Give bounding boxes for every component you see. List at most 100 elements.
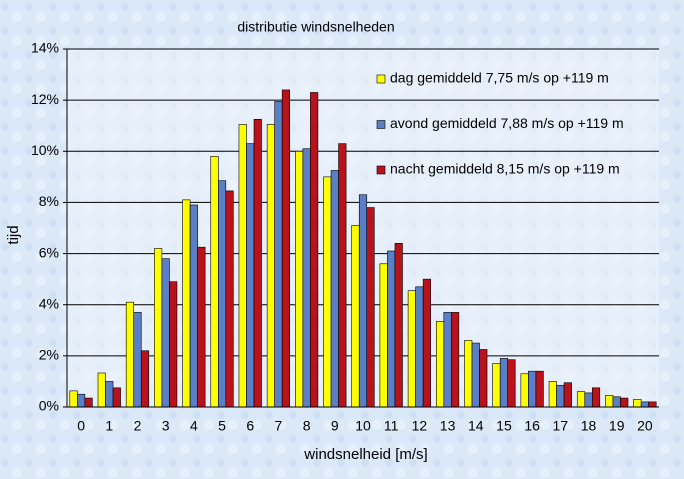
bar [407,290,416,408]
x-tick-label: 13 [440,418,456,434]
x-tick-label: 2 [134,418,142,434]
bar [97,372,106,408]
bar [464,340,473,408]
x-tick-label: 12 [412,418,428,434]
x-tick-label: 16 [524,418,540,434]
y-tick-label: 14% [31,40,59,56]
x-tick-label: 8 [303,418,311,434]
bar [591,387,601,408]
bar [133,312,142,408]
x-tick-label: 15 [496,418,512,434]
y-tick-label: 6% [39,244,59,260]
bar [443,312,452,408]
legend-label: dag gemiddeld 7,75 m/s op +119 m [390,70,609,86]
bar [281,89,291,408]
x-tick-label: 20 [637,418,653,434]
bar [633,399,642,408]
x-tick-label: 0 [77,418,85,434]
legend-swatch [376,74,386,84]
chart-title: distributie windsnelheden [237,19,394,35]
bar [499,358,509,408]
x-tick-label: 14 [468,418,484,434]
bar [338,143,347,408]
y-tick-label: 8% [39,193,59,209]
y-tick-label: 12% [31,91,59,107]
bar [246,143,255,408]
bar [556,384,565,408]
bar [507,359,516,408]
x-tick-label: 1 [105,418,113,434]
y-axis-label: tijd [5,225,22,244]
x-tick-label: 19 [609,418,625,434]
bar [253,119,262,408]
bar [528,370,537,408]
bar [169,281,178,408]
bar [535,370,544,408]
bar [112,387,121,408]
bar [351,225,360,408]
legend-label: avond gemiddeld 7,88 m/s op +119 m [390,115,624,131]
bar [648,401,657,408]
bar [182,199,191,408]
x-tick-label: 5 [218,418,226,434]
bar [422,278,431,408]
y-tick-label: 2% [39,347,59,363]
bar [302,148,311,408]
bar [125,301,135,408]
bar [471,342,480,408]
x-tick-label: 9 [331,418,339,434]
bar [105,381,114,408]
bar [576,391,586,408]
bar [584,392,593,408]
bar [366,207,375,408]
bar [620,397,629,408]
bar [492,363,501,408]
bar [84,397,93,408]
x-tick-label: 10 [355,418,371,434]
x-axis-label: windsnelheid [m/s] [303,446,427,463]
bar [415,286,424,408]
bar [274,101,283,408]
bar [358,194,368,408]
bar [238,124,247,408]
bar [154,248,163,408]
bar [217,180,227,408]
legend-swatch [376,165,386,175]
bar [77,393,86,408]
x-tick-label: 11 [384,418,399,434]
bar [225,190,234,408]
bar [330,170,339,408]
bar [563,382,572,408]
bar [161,258,170,408]
bar [189,204,198,408]
bar [379,263,388,408]
bar [548,381,557,408]
y-tick-label: 0% [39,398,59,414]
bar [210,156,219,408]
bar [394,243,403,408]
bar [197,246,206,408]
bar [612,396,621,408]
bar [295,150,304,408]
bar [435,321,445,408]
bar [520,373,529,408]
bar [69,390,78,408]
bar [479,349,488,408]
y-tick-label: 4% [39,295,59,311]
x-tick-label: 17 [553,418,569,434]
x-tick-label: 4 [190,418,198,434]
x-tick-label: 7 [275,418,283,434]
bar [140,350,150,408]
bar [387,250,396,408]
bar [323,176,332,408]
x-tick-label: 18 [581,418,597,434]
bar [310,92,319,408]
bar [605,395,614,408]
y-tick-label: 10% [31,142,59,158]
bar [640,401,649,408]
legend-label: nacht gemiddeld 8,15 m/s op +119 m [390,161,620,177]
x-tick-label: 6 [246,418,254,434]
legend-swatch [376,120,386,129]
bar [266,124,275,408]
